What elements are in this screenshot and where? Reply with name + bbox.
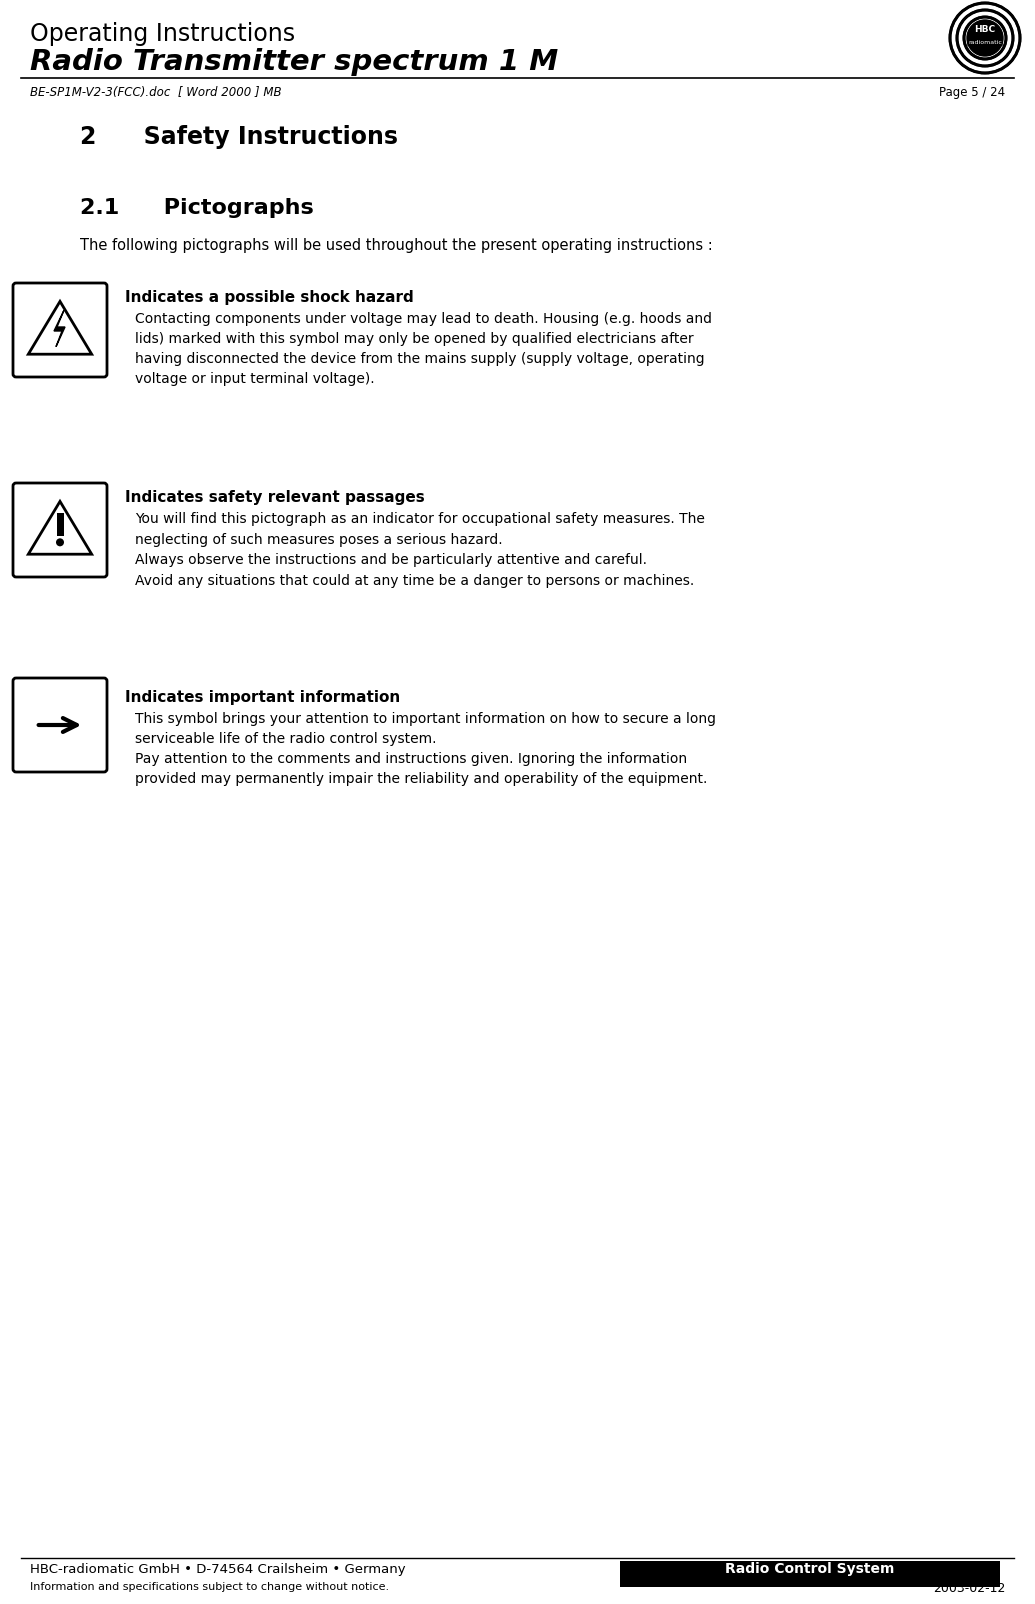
Polygon shape <box>28 502 92 555</box>
Text: 2  Safety Instructions: 2 Safety Instructions <box>80 125 398 149</box>
FancyBboxPatch shape <box>13 282 107 377</box>
Text: The following pictographs will be used throughout the present operating instruct: The following pictographs will be used t… <box>80 237 713 253</box>
Text: Indicates safety relevant passages: Indicates safety relevant passages <box>125 489 424 505</box>
Text: Radio Transmitter spectrum 1 M: Radio Transmitter spectrum 1 M <box>30 48 558 75</box>
Text: You will find this pictograph as an indicator for occupational safety measures. : You will find this pictograph as an indi… <box>135 512 705 587</box>
Text: Information and specifications subject to change without notice.: Information and specifications subject t… <box>30 1582 389 1593</box>
Text: Indicates important information: Indicates important information <box>125 690 401 706</box>
Text: Radio Control System: Radio Control System <box>726 1562 894 1577</box>
Circle shape <box>967 19 1003 56</box>
Text: HBC-radiomatic GmbH • D-74564 Crailsheim • Germany: HBC-radiomatic GmbH • D-74564 Crailsheim… <box>30 1562 406 1577</box>
FancyBboxPatch shape <box>13 678 107 772</box>
Polygon shape <box>54 310 65 346</box>
Bar <box>57 513 63 536</box>
Text: Contacting components under voltage may lead to death. Housing (e.g. hoods and
l: Contacting components under voltage may … <box>135 313 712 387</box>
Text: 2.1  Pictographs: 2.1 Pictographs <box>80 197 314 218</box>
Text: HBC: HBC <box>974 26 996 35</box>
Text: BE-SP1M-V2-3(FCC).doc  [ Word 2000 ] MB: BE-SP1M-V2-3(FCC).doc [ Word 2000 ] MB <box>30 87 282 99</box>
FancyBboxPatch shape <box>620 1561 1000 1586</box>
FancyBboxPatch shape <box>13 483 107 577</box>
Text: Operating Instructions: Operating Instructions <box>30 22 295 47</box>
Text: radiomatic: radiomatic <box>968 40 1002 45</box>
Circle shape <box>56 539 64 547</box>
Text: Indicates a possible shock hazard: Indicates a possible shock hazard <box>125 290 414 305</box>
Text: Page 5 / 24: Page 5 / 24 <box>939 87 1005 99</box>
Text: 2003-02-12: 2003-02-12 <box>933 1582 1005 1594</box>
Text: This symbol brings your attention to important information on how to secure a lo: This symbol brings your attention to imp… <box>135 712 716 786</box>
Polygon shape <box>28 302 92 354</box>
